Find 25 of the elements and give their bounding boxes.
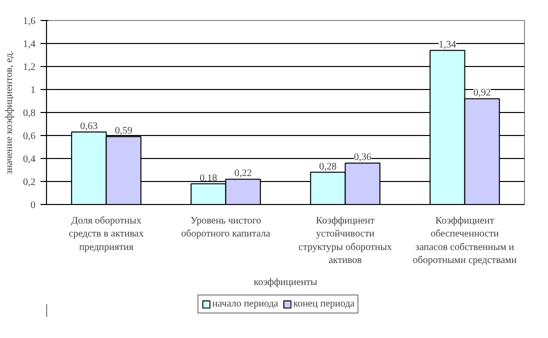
data-label: 0,36 (354, 152, 372, 164)
data-label: 1,34 (438, 39, 456, 50)
y-tick-label: 1,4 (23, 39, 36, 50)
y-tick-label: 0 (30, 200, 36, 211)
data-label: 0,28 (319, 161, 337, 172)
legend-label: начало периода (212, 298, 278, 310)
x-tick-label: Уровень чистого оборотного капитала (181, 216, 271, 240)
data-label: 0,18 (200, 172, 218, 184)
data-label: 0,22 (234, 168, 252, 180)
y-tick-label: 0,6 (23, 131, 36, 142)
y-tick-label: 1,2 (23, 62, 36, 73)
data-label: 0,59 (114, 126, 132, 137)
data-label: 0,63 (80, 121, 98, 132)
y-tick-label: 1 (30, 85, 36, 96)
y-tick-label: 0,4 (23, 154, 36, 165)
y-tick-label: 0,2 (23, 177, 36, 188)
legend-label: конец периода (293, 298, 355, 310)
x-tick-label: Доля оборотных средств в активах предприятия (68, 216, 144, 253)
y-tick-label: 0,8 (23, 108, 36, 119)
y-axis-title: значение коэффициентов, ед. (4, 50, 15, 174)
x-tick-label: Коэффициент обеспеченности запасов собственным и оборотными средствами (412, 216, 518, 266)
x-axis-title: коэффициенты (254, 277, 318, 288)
x-tick-label: Коэффициент устойчивости структуры оборотных активов (298, 216, 392, 266)
data-label: 0,92 (473, 88, 491, 99)
y-tick-label: 1,6 (23, 16, 36, 27)
